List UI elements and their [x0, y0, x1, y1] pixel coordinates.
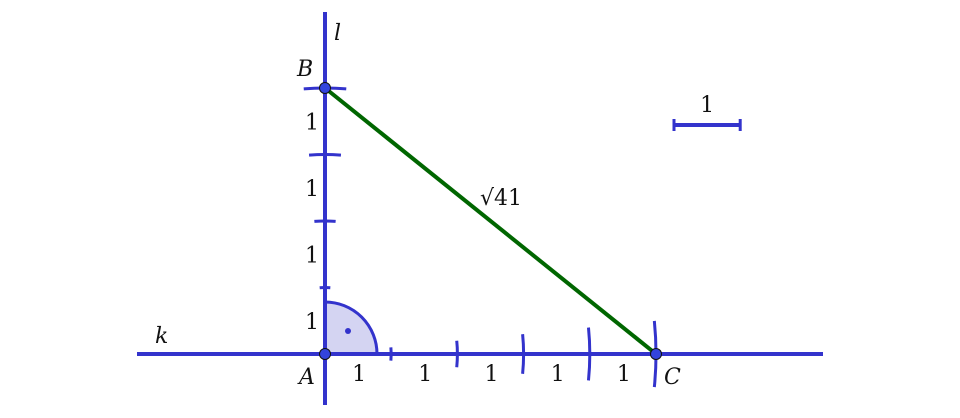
right-angle-arc: [324, 300, 379, 355]
unit-label-vertical: 1: [305, 310, 319, 335]
scale-bar-label: 1: [700, 93, 714, 118]
point-c: [650, 348, 662, 360]
unit-label-horizontal: 1: [485, 362, 499, 387]
unit-label-vertical: 1: [305, 177, 319, 202]
point-a: [319, 348, 331, 360]
line-l-label: l: [334, 21, 341, 46]
tick-arc-horizontal: [455, 340, 459, 368]
unit-label-vertical: 1: [305, 110, 319, 135]
tick-arc-vertical: [308, 153, 342, 157]
point-label-c: C: [664, 365, 681, 390]
right-angle-dot: [345, 328, 351, 334]
unit-label-vertical: 1: [305, 243, 319, 268]
right-angle-fill: [325, 302, 377, 354]
point-label-b: B: [296, 57, 313, 82]
unit-label-horizontal: 1: [418, 362, 432, 387]
point-label-a: A: [297, 365, 315, 390]
point-b: [319, 82, 331, 94]
segment-bc: [323, 86, 658, 356]
tick-arc-horizontal: [521, 334, 526, 374]
unit-label-horizontal: 1: [617, 362, 631, 387]
tick-arc-horizontal: [586, 327, 592, 381]
segment-bc-label: √41: [480, 186, 522, 211]
unit-label-horizontal: 1: [551, 362, 565, 387]
unit-label-horizontal: 1: [352, 362, 366, 387]
line-k-label: k: [155, 324, 168, 349]
